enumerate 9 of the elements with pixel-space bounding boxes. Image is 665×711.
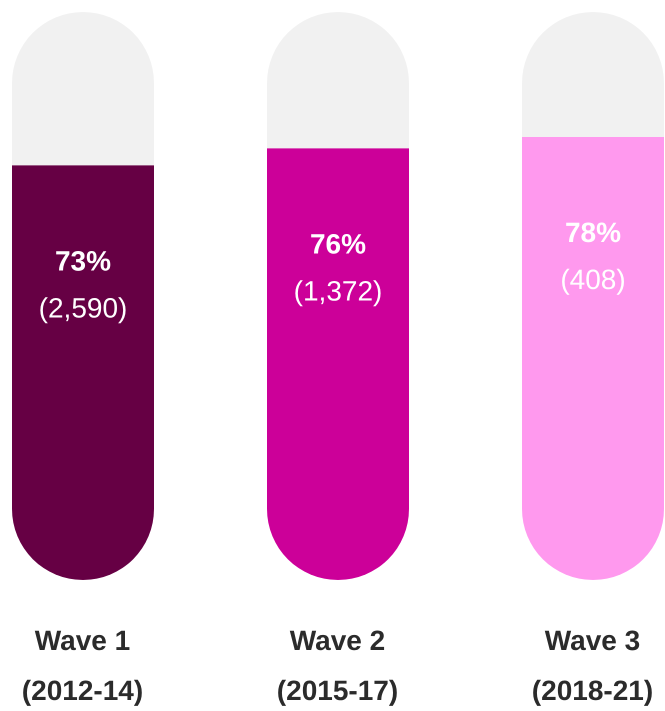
x-tick-label: Wave 1 (2012-14)	[22, 625, 144, 706]
x-tick-label: Wave 3 (2018-21)	[532, 625, 654, 706]
x-tick-label: Wave 2 (2015-17)	[276, 625, 398, 706]
annotation: (1,372)	[294, 275, 382, 306]
annotation: (408)	[560, 264, 626, 295]
data-label: 73%	[54, 245, 112, 276]
data-label: 76%	[310, 228, 366, 260]
annotation: (2,590)	[38, 292, 128, 324]
data-label: 78%	[564, 216, 622, 248]
